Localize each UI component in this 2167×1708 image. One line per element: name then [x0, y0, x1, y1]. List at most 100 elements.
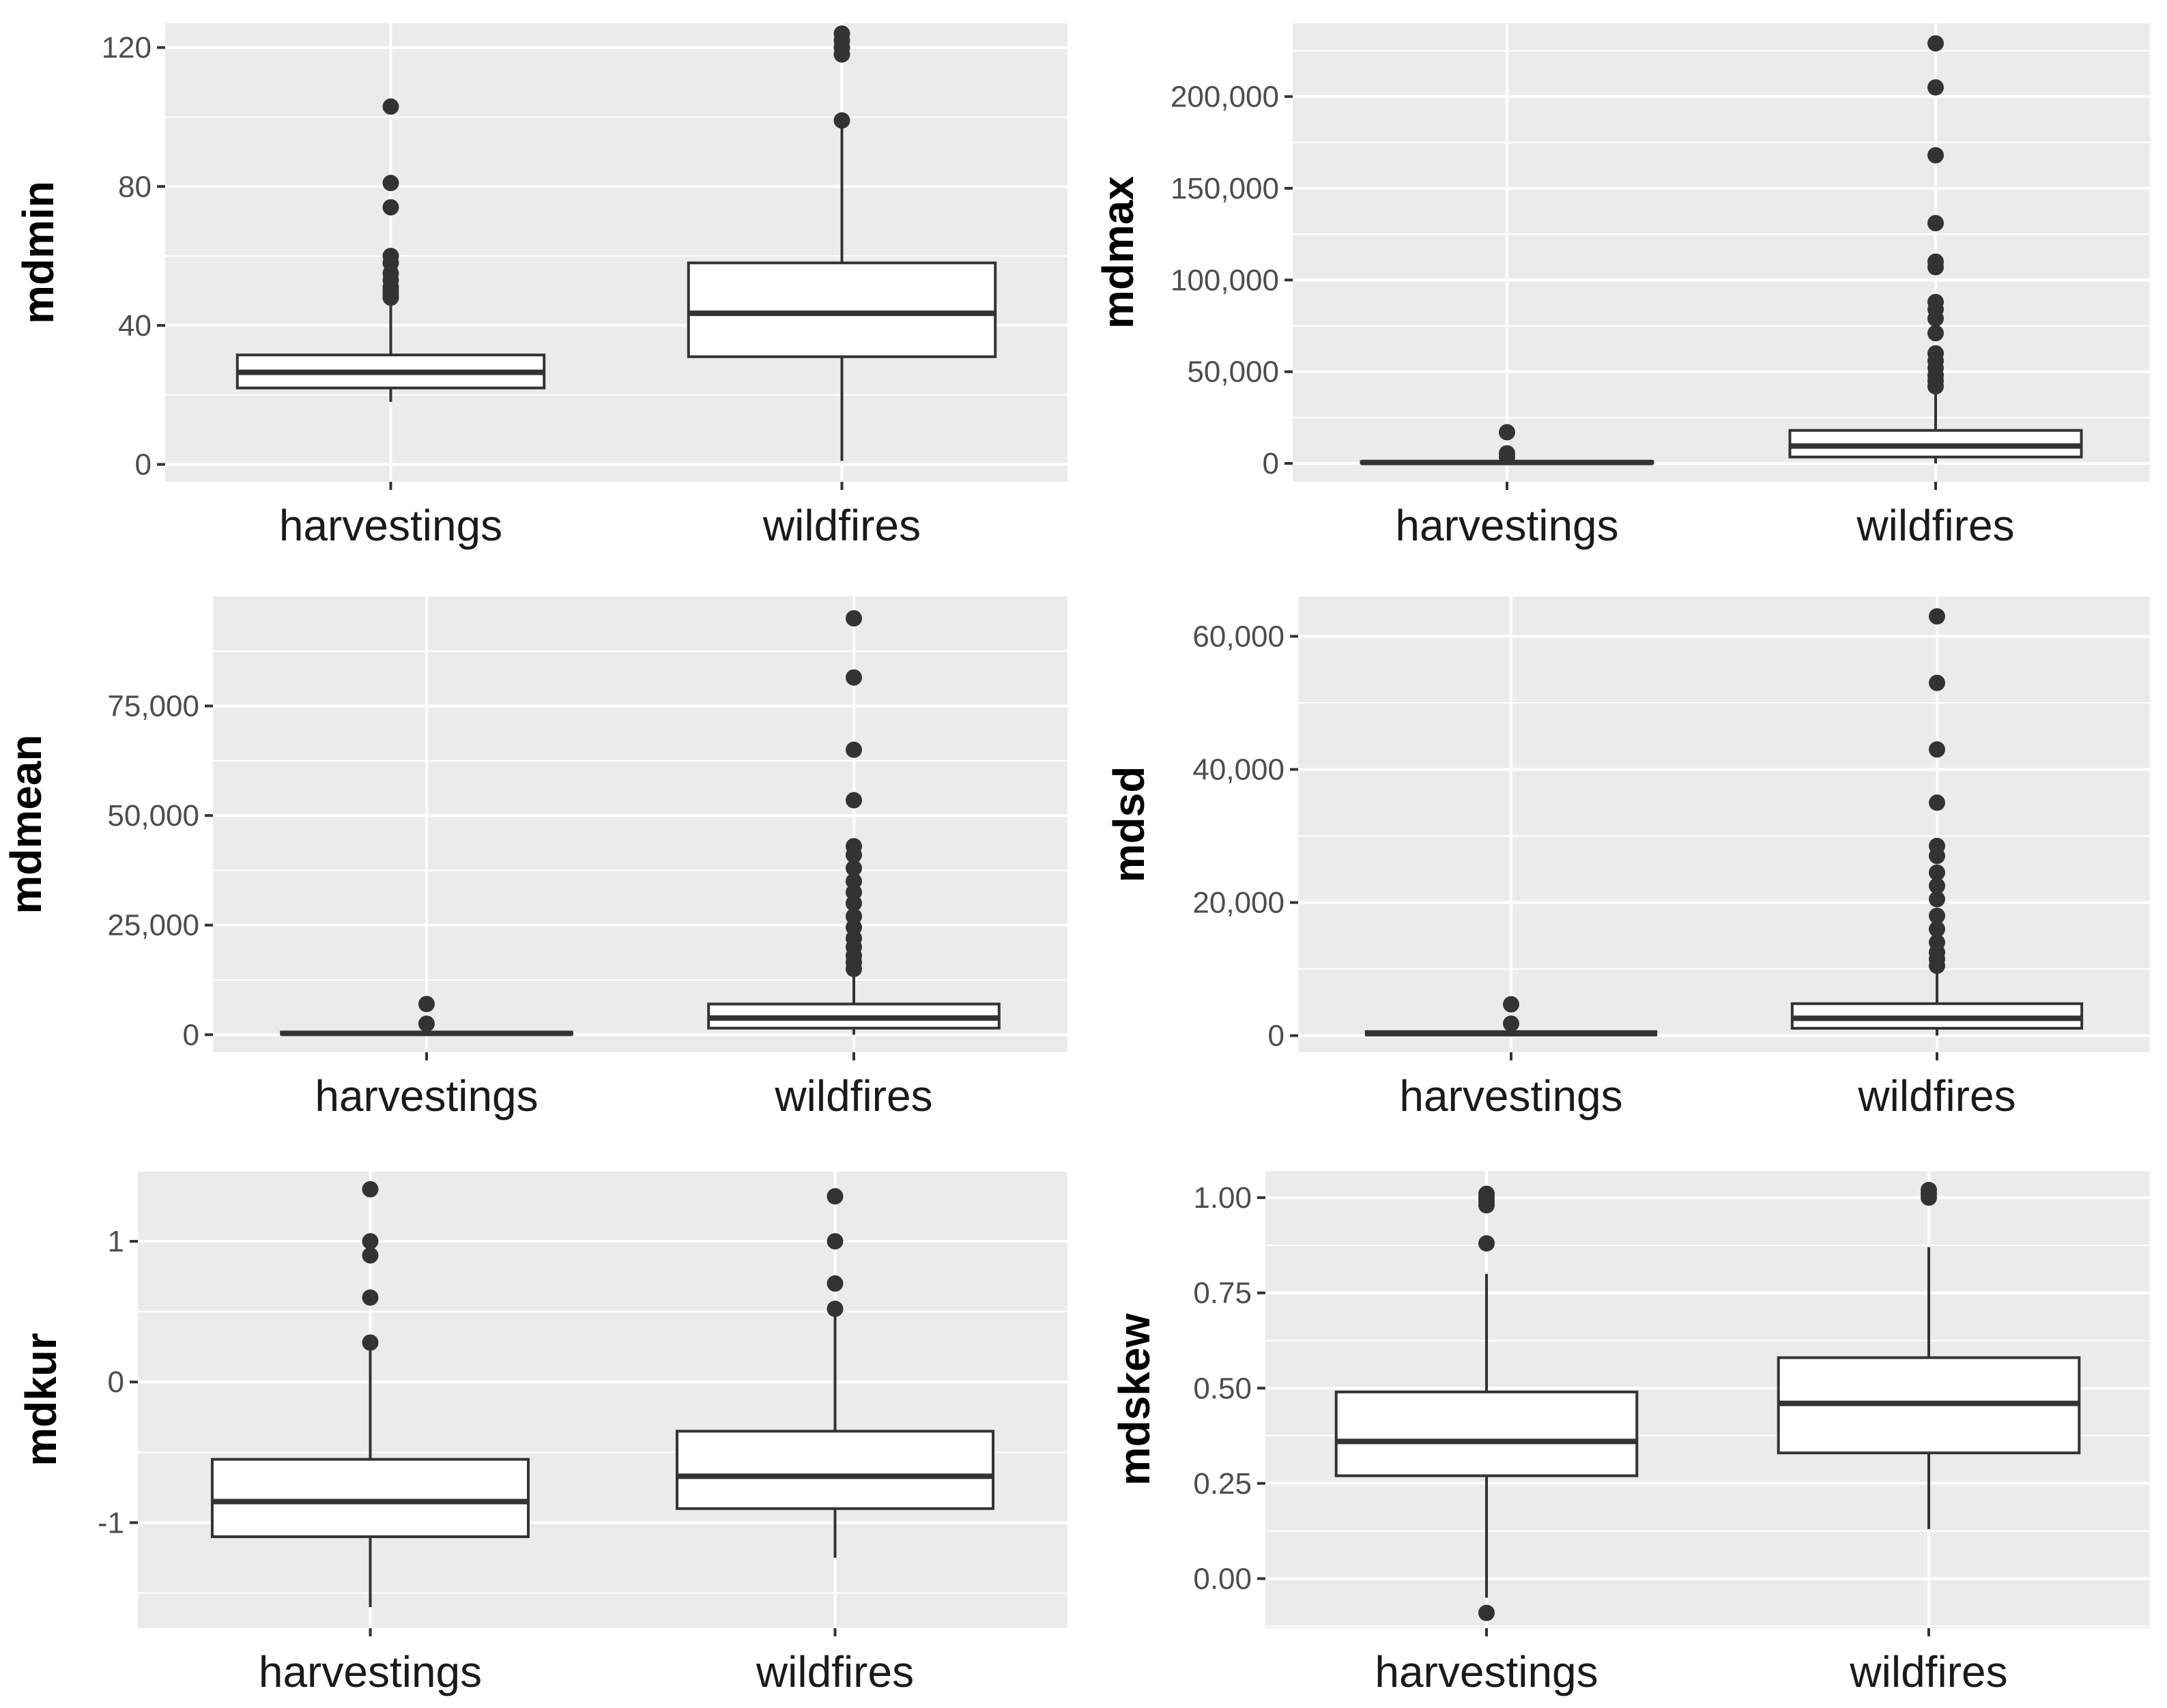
outlier-point: [362, 1334, 379, 1351]
y-tick-label: 120: [102, 31, 152, 65]
outlier-point: [1929, 921, 1945, 938]
outlier-point: [1929, 837, 1945, 854]
panel-background: [213, 596, 1067, 1052]
outlier-point: [827, 1301, 844, 1318]
y-tick-label: -1: [98, 1506, 124, 1539]
panel-mdsd: 0 20,000 40,000 60,000 harvestings wildfires m…: [1104, 596, 2150, 1120]
outlier-point: [1929, 608, 1945, 625]
y-tick-label: 0.50: [1193, 1372, 1252, 1405]
y-tick-label: 0: [1263, 447, 1279, 480]
panel-background: [165, 23, 1067, 482]
outlier-point: [1929, 934, 1945, 951]
outlier-point: [362, 1289, 379, 1306]
y-tick-label: 50,000: [107, 799, 199, 833]
outlier-point: [1929, 864, 1945, 881]
panel-background: [138, 1171, 1067, 1628]
outlier-point: [362, 1233, 379, 1250]
outlier-point: [846, 873, 862, 890]
outlier-point: [1478, 1604, 1495, 1621]
box-harvestings: [280, 996, 573, 1037]
outlier-point: [418, 996, 435, 1013]
y-tick-label: 0: [108, 1365, 124, 1399]
outlier-point: [1927, 253, 1944, 270]
x-category-label: harvestings: [1375, 1647, 1598, 1696]
x-category-label: harvestings: [1395, 501, 1618, 550]
y-axis-title: mdsd: [1104, 766, 1153, 883]
outlier-point: [1503, 996, 1519, 1013]
panel-background: [1298, 596, 2150, 1052]
outlier-point: [1927, 214, 1944, 231]
y-tick-label: 150,000: [1171, 172, 1279, 205]
outlier-point: [1929, 908, 1945, 925]
y-tick-label: 0: [1268, 1019, 1285, 1053]
y-axis-title: mdskew: [1110, 1314, 1159, 1486]
x-category-label: harvestings: [259, 1647, 482, 1696]
outlier-point: [846, 741, 862, 758]
y-tick-label: 40: [118, 309, 152, 343]
y-tick-label: 1.00: [1193, 1181, 1252, 1215]
panel-mdmin: 0 40 80 120 harvestings wildfires mdmin: [14, 23, 1067, 550]
box-wildfires: [1777, 1181, 2081, 1529]
x-category-label: harvestings: [279, 501, 502, 550]
panel-mdkur: -1 0 1 harvestings wildfires mdkur: [16, 1170, 1067, 1696]
outlier-point: [418, 1015, 435, 1032]
outlier-point: [362, 1247, 379, 1264]
outlier-point: [833, 25, 850, 42]
y-tick-label: 0.25: [1193, 1467, 1252, 1501]
y-tick-label: 40,000: [1192, 753, 1285, 787]
y-tick-label: 200,000: [1171, 81, 1279, 114]
y-axis-title: mdmin: [14, 181, 63, 324]
panel-mdskew: 0.00 0.25 0.50 0.75 1.00 harvestings wildfires…: [1110, 1171, 2150, 1696]
outlier-point: [1478, 1235, 1495, 1252]
x-category-label: harvestings: [1399, 1071, 1622, 1120]
x-category-label: wildfires: [1856, 501, 2014, 550]
box-wildfires: [675, 1188, 995, 1558]
outlier-point: [1929, 741, 1945, 758]
outlier-point: [827, 1275, 844, 1292]
box-harvestings: [1334, 1185, 1639, 1621]
y-tick-label: 100,000: [1171, 263, 1279, 297]
y-axis-title: mdkur: [16, 1333, 66, 1466]
panel-background: [1293, 23, 2150, 482]
box-wildfires: [1790, 608, 2084, 1036]
outlier-point: [846, 669, 862, 686]
outlier-point: [1927, 345, 1944, 362]
y-axis-title: mdmax: [1093, 176, 1143, 330]
outlier-point: [846, 610, 862, 627]
x-category-label: wildfires: [762, 501, 921, 550]
outlier-point: [1927, 293, 1944, 310]
box-wildfires: [687, 25, 997, 461]
outlier-point: [1929, 878, 1945, 895]
y-tick-label: 0: [183, 1018, 199, 1052]
y-tick-label: 0: [135, 448, 152, 482]
box-harvestings: [1364, 996, 1658, 1037]
outlier-point: [382, 175, 399, 192]
iqr-box: [675, 1430, 995, 1510]
panel-mdmax: 0 50,000 100,000 150,000 200,000 harvestings w…: [1093, 23, 2150, 550]
iqr-box: [1334, 1390, 1639, 1477]
y-tick-label: 80: [118, 170, 152, 203]
box-wildfires: [707, 610, 1001, 1035]
y-tick-label: 0.75: [1193, 1277, 1252, 1310]
outlier-point: [846, 792, 862, 809]
panel-mdmean: 0 25,000 50,000 75,000 harvestings wildfires m…: [1, 596, 1067, 1120]
outlier-point: [1503, 1015, 1519, 1032]
outlier-point: [846, 838, 862, 855]
y-tick-label: 60,000: [1192, 620, 1285, 654]
outlier-point: [1478, 1185, 1495, 1202]
box-harvestings: [210, 1181, 530, 1608]
y-tick-label: 20,000: [1192, 886, 1285, 920]
outlier-point: [1927, 147, 1944, 164]
outlier-point: [1921, 1181, 1937, 1198]
outlier-point: [827, 1188, 844, 1205]
y-tick-label: 1: [108, 1225, 124, 1258]
outlier-point: [846, 860, 862, 877]
outlier-point: [1929, 794, 1945, 811]
outlier-point: [1927, 325, 1944, 342]
box-wildfires: [1788, 35, 2083, 464]
outlier-point: [382, 98, 399, 115]
y-tick-label: 50,000: [1187, 356, 1279, 389]
outlier-point: [1929, 891, 1945, 908]
outlier-point: [846, 908, 862, 925]
